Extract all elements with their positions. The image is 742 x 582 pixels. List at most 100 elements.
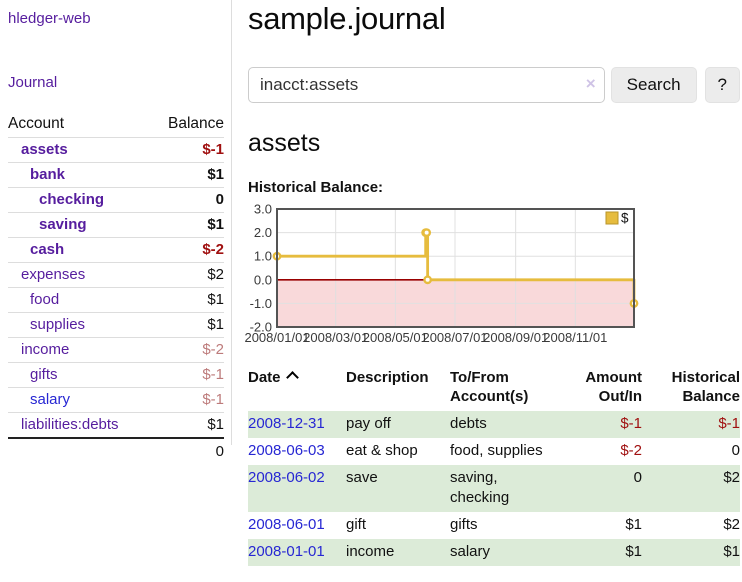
accounts-total-row: 0 (8, 437, 224, 465)
register-balance-cell: $2 (642, 465, 740, 512)
register-description-cell: pay off (346, 411, 450, 438)
svg-text:3.0: 3.0 (254, 202, 272, 217)
account-row: gifts $-1 (8, 362, 224, 388)
app-title-link[interactable]: hledger-web (8, 10, 91, 27)
help-button[interactable]: ? (704, 67, 740, 103)
search-button[interactable]: Search (610, 67, 697, 103)
register-accounts-cell: gifts (450, 516, 478, 533)
register-description-cell: save (346, 465, 450, 512)
account-balance: $2 (151, 262, 224, 288)
main-content: sample.journal × Search ? assets Histori… (244, 0, 740, 566)
account-balance: $-1 (151, 362, 224, 388)
account-link[interactable]: income (21, 341, 70, 358)
svg-text:2008/09/01: 2008/09/01 (483, 330, 548, 345)
register-amount-cell: $-2 (620, 442, 642, 459)
transaction-date-link[interactable]: 2008-12-31 (248, 415, 325, 432)
account-balance: $1 (151, 312, 224, 338)
account-link[interactable]: checking (39, 191, 105, 208)
register-amount-cell: $-1 (550, 411, 642, 438)
sidebar: hledger-web Journal Account Balance asse… (0, 0, 232, 465)
sidebar-item-journal[interactable]: Journal (8, 74, 58, 91)
account-balance: $1 (151, 212, 224, 238)
svg-text:-1.0: -1.0 (250, 296, 272, 311)
clear-search-icon[interactable]: × (585, 74, 596, 93)
account-link[interactable]: supplies (30, 316, 86, 333)
account-link[interactable]: cash (30, 241, 65, 258)
account-row: food $1 (8, 287, 224, 313)
svg-text:$: $ (621, 211, 629, 226)
account-link[interactable]: saving (39, 216, 87, 233)
historical-balance-chart: $3.0 2.0 1.0 0.0 -1.0 -2.0 2008/01/01 2008/03/0… (244, 202, 740, 346)
page-title: sample.journal (248, 1, 446, 36)
account-balance: $1 (151, 287, 224, 313)
register-header-description: Description (346, 369, 429, 386)
account-row: bank $1 (8, 162, 224, 188)
register-table: Date Description To/From Account(s) Amou… (248, 366, 740, 566)
register-accounts-cell: saving, checking (450, 465, 550, 512)
account-balance: $1 (151, 412, 224, 438)
register-balance-cell: 0 (731, 442, 740, 459)
transaction-date-link[interactable]: 2008-06-03 (248, 442, 325, 459)
search-bar: × Search ? (248, 67, 740, 103)
register-accounts-cell: salary (450, 539, 550, 566)
register-amount-cell: $1 (625, 516, 642, 533)
account-row: expenses $2 (8, 262, 224, 288)
svg-text:2008/01/01: 2008/01/01 (244, 330, 309, 345)
legend-swatch (605, 211, 619, 225)
svg-text:2008/03/01: 2008/03/01 (303, 330, 368, 345)
register-header-date[interactable]: Date (248, 366, 346, 411)
account-link[interactable]: liabilities:debts (21, 416, 119, 433)
account-balance: $-1 (151, 387, 224, 413)
register-date-cell: 2008-06-02 (248, 465, 346, 512)
svg-text:2008/11/01: 2008/11/01 (543, 330, 607, 345)
sort-ascending-icon (285, 371, 299, 384)
account-row: cash $-2 (8, 237, 224, 263)
transaction-date-link[interactable]: 2008-06-02 (248, 469, 325, 486)
account-balance: $-2 (151, 237, 224, 263)
register-description-cell: eat & shop (346, 442, 418, 459)
svg-text:2008/05/01: 2008/05/01 (363, 330, 428, 345)
svg-text:0.0: 0.0 (254, 272, 272, 287)
register-row: 2008-06-01 gift gifts $1 $2 (248, 512, 740, 539)
account-link[interactable]: bank (30, 166, 66, 183)
register-date-cell: 2008-01-01 (248, 539, 346, 566)
register-date-cell: 2008-12-31 (248, 411, 346, 438)
chart-title: Historical Balance: (248, 179, 384, 196)
register-row: 2008-01-01 income salary $1 $1 (248, 539, 740, 566)
register-balance-cell: $2 (723, 516, 740, 533)
accounts-total-spacer (8, 437, 152, 465)
register-amount-cell: 0 (550, 465, 642, 512)
register-date-cell: 2008-06-01 (248, 512, 346, 539)
accounts-total-value: 0 (151, 437, 224, 465)
svg-text:2008/07/01: 2008/07/01 (422, 330, 487, 345)
register-amount-cell: $1 (550, 539, 642, 566)
account-link[interactable]: salary (30, 391, 71, 408)
search-input[interactable] (248, 67, 605, 103)
account-link[interactable]: assets (21, 141, 68, 158)
accounts-header-balance: Balance (167, 115, 224, 132)
transaction-date-link[interactable]: 2008-01-01 (248, 543, 325, 560)
account-row: assets $-1 (8, 137, 224, 163)
register-row: 2008-06-02 save saving, checking 0 $2 (248, 465, 740, 512)
account-link[interactable]: food (30, 291, 60, 308)
register-row: 2008-06-03 eat & shop food, supplies $-2 0 (248, 438, 740, 465)
account-row: salary $-1 (8, 387, 224, 413)
svg-text:2.0: 2.0 (254, 225, 272, 240)
register-accounts-cell: food, supplies (450, 442, 543, 459)
account-link[interactable]: expenses (21, 266, 86, 283)
account-heading: assets (248, 129, 321, 157)
account-balance: $1 (151, 162, 224, 188)
register-balance-cell: $1 (642, 539, 740, 566)
transaction-date-link[interactable]: 2008-06-01 (248, 516, 325, 533)
account-row: income $-2 (8, 337, 224, 363)
svg-text:-2.0: -2.0 (250, 320, 272, 335)
register-accounts-cell: debts (450, 411, 550, 438)
register-description-cell: income (346, 539, 450, 566)
account-row: saving $1 (8, 212, 224, 238)
account-link[interactable]: gifts (30, 366, 58, 383)
account-balance: 0 (151, 187, 224, 213)
register-balance-cell: $-1 (642, 411, 740, 438)
accounts-header-account: Account (8, 115, 65, 132)
register-header-amount: Amount Out/In (585, 369, 642, 405)
accounts-table: Account Balance assets $-1 bank $1 checking 0… (8, 112, 224, 465)
